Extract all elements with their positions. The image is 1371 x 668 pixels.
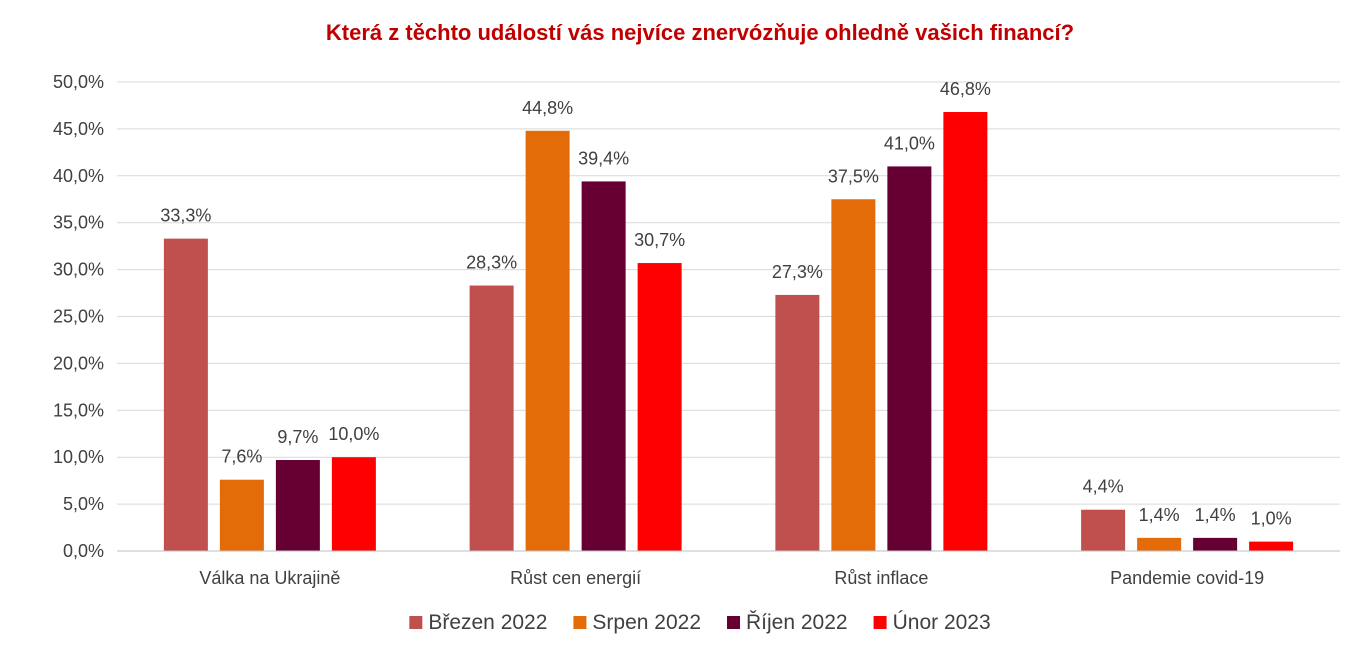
- legend-label: Říjen 2022: [746, 611, 848, 634]
- y-tick-label: 10,0%: [53, 447, 104, 467]
- y-tick-label: 20,0%: [53, 353, 104, 373]
- y-tick-label: 35,0%: [53, 213, 104, 233]
- chart-title: Která z těchto událostí vás nejvíce zner…: [326, 20, 1074, 45]
- legend-label: Březen 2022: [428, 611, 547, 634]
- x-tick-label: Růst cen energií: [510, 568, 641, 588]
- bar: [525, 130, 570, 551]
- data-label: 1,4%: [1195, 505, 1236, 525]
- y-axis: 0,0% 5,0% 10,0% 15,0% 20,0% 25,0% 30,0% 35,0% 40…: [53, 72, 104, 561]
- bar: [581, 181, 626, 552]
- bar: [1249, 541, 1294, 551]
- y-tick-label: 45,0%: [53, 119, 104, 139]
- bar: [469, 285, 514, 551]
- x-tick-label: Válka na Ukrajině: [199, 568, 340, 588]
- legend-swatch: [573, 616, 587, 629]
- legend-swatch: [727, 616, 741, 629]
- x-axis: Válka na Ukrajině Růst cen energií Růst in…: [117, 550, 1340, 588]
- y-tick-label: 50,0%: [53, 72, 104, 92]
- gridlines: [117, 81, 1340, 505]
- data-label: 4,4%: [1083, 477, 1124, 497]
- bar: [637, 263, 682, 551]
- legend-item: Srpen 2022: [573, 611, 701, 634]
- y-tick-label: 0,0%: [63, 541, 104, 561]
- data-label: 30,7%: [634, 230, 685, 250]
- bar: [775, 294, 820, 551]
- data-label: 46,8%: [940, 79, 991, 99]
- y-tick-label: 15,0%: [53, 400, 104, 420]
- x-tick-label: Pandemie covid-19: [1110, 568, 1264, 588]
- data-label: 37,5%: [828, 166, 879, 186]
- y-tick-label: 25,0%: [53, 307, 104, 327]
- bar: [1193, 537, 1238, 551]
- data-label: 28,3%: [466, 253, 517, 273]
- bar: [275, 460, 320, 551]
- legend-swatch: [873, 616, 887, 629]
- legend-item: Únor 2023: [873, 611, 991, 634]
- y-tick-label: 40,0%: [53, 166, 104, 186]
- data-label: 9,7%: [277, 427, 318, 447]
- data-label: 44,8%: [522, 98, 573, 118]
- data-label: 1,4%: [1139, 505, 1180, 525]
- data-label: 27,3%: [772, 262, 823, 282]
- bar: [887, 166, 932, 552]
- legend-item: Březen 2022: [409, 611, 547, 634]
- bar: [1081, 509, 1126, 551]
- y-tick-label: 5,0%: [63, 494, 104, 514]
- data-label: 7,6%: [221, 447, 262, 467]
- data-label: 10,0%: [328, 424, 379, 444]
- bars: [163, 112, 1294, 552]
- bar: [1137, 537, 1182, 551]
- data-labels: 33,3% 7,6% 9,7% 10,0% 28,3% 44,8% 39,4% 30,7% 27…: [160, 79, 1291, 529]
- bar: [331, 457, 376, 551]
- data-label: 33,3%: [160, 206, 211, 226]
- legend-label: Srpen 2022: [592, 611, 701, 634]
- legend: Březen 2022 Srpen 2022 Říjen 2022 Únor 2023: [409, 611, 991, 634]
- legend-label: Únor 2023: [893, 611, 991, 634]
- bar: [831, 199, 876, 551]
- legend-swatch: [409, 616, 423, 629]
- data-label: 39,4%: [578, 148, 629, 168]
- data-label: 41,0%: [884, 133, 935, 153]
- y-tick-label: 30,0%: [53, 260, 104, 280]
- x-tick-label: Růst inflace: [834, 568, 928, 588]
- bar: [943, 112, 988, 552]
- legend-item: Říjen 2022: [727, 611, 848, 634]
- data-label: 1,0%: [1251, 509, 1292, 529]
- bar: [163, 238, 208, 551]
- bar: [219, 479, 264, 551]
